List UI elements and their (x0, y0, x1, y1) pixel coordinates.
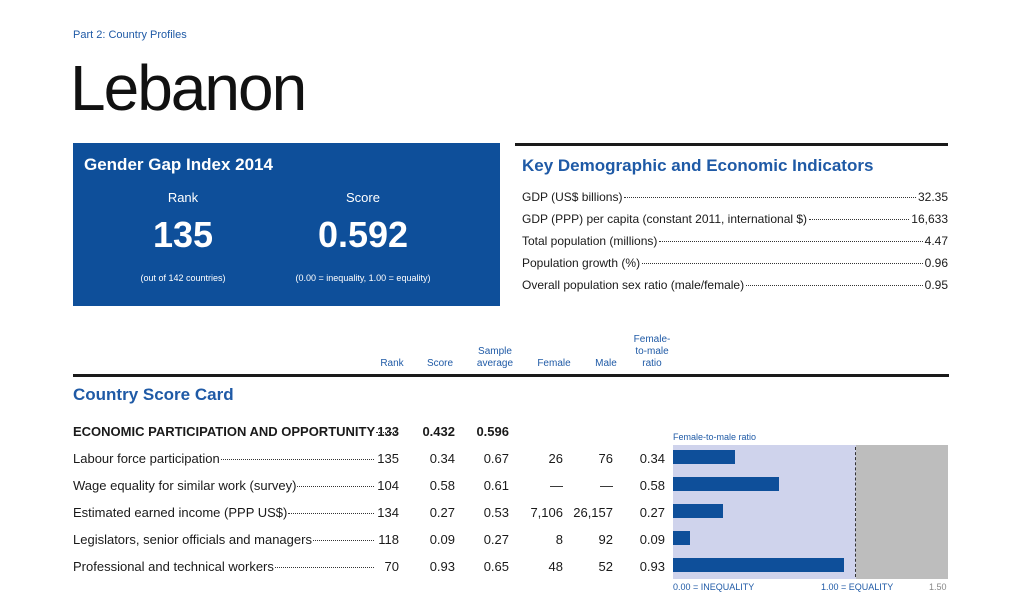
indicator-value: 4.47 (924, 234, 948, 248)
row-ratio: 0.34 (639, 451, 665, 466)
row-sample-average: 0.61 (483, 478, 509, 493)
rank-label: Rank (167, 190, 199, 205)
gender-gap-index-title: Gender Gap Index 2014 (84, 155, 273, 174)
rank-value: 135 (152, 214, 214, 255)
indicator-value: 32.35 (917, 190, 948, 204)
row-label: Estimated earned income (PPP US$) (73, 505, 288, 520)
ratio-bar (673, 450, 736, 464)
ratio-bar (673, 558, 844, 572)
key-indicators-title: Key Demographic and Economic Indicators (522, 156, 874, 175)
indicator-label: Overall population sex ratio (male/femal… (522, 278, 745, 292)
row-label: Wage equality for similar work (survey) (73, 478, 297, 493)
ratio-bar (673, 531, 690, 545)
ratio-chart (673, 445, 948, 579)
score-value: 0.592 (317, 214, 409, 255)
column-header-ratio-line1: Female- (633, 334, 671, 345)
column-header-rank: Rank (380, 358, 404, 369)
row-rank: 70 (384, 559, 399, 574)
key-indicators-panel: Key Demographic and Economic Indicators … (515, 143, 948, 300)
column-header-ratio: Female- to-male ratio (628, 335, 676, 369)
indicator-label: Population growth (%) (522, 256, 641, 270)
row-sample-average: 0.67 (483, 451, 509, 466)
indicator-label: Total population (millions) (522, 234, 658, 248)
axis-max-label: 1.50 (929, 582, 947, 592)
column-header-female: Female (537, 358, 571, 369)
ratio-bar (673, 477, 780, 491)
row-label: Professional and technical workers (73, 559, 274, 574)
row-male: 26,157 (573, 505, 613, 520)
row-female: — (550, 478, 563, 493)
row-male: 92 (598, 532, 613, 547)
indicator-row: GDP (US$ billions) 32.35 (522, 190, 948, 212)
row-label: Labour force participation (73, 451, 220, 466)
row-score: 0.58 (429, 478, 455, 493)
row-sample-average: 0.27 (483, 532, 509, 547)
row-sample-average: 0.53 (483, 505, 509, 520)
row-ratio: 0.09 (639, 532, 665, 547)
indicator-value: 0.96 (924, 256, 948, 270)
row-rank: 104 (377, 478, 399, 493)
score-label: Score (346, 190, 380, 205)
score-card-title: Country Score Card (73, 385, 234, 404)
row-score: 0.27 (429, 505, 455, 520)
row-score: 0.09 (429, 532, 455, 547)
column-header-sample-average: Sample average (468, 347, 522, 369)
column-header-sample-line: Sample (478, 346, 512, 357)
column-header-ratio-line3: ratio (642, 358, 662, 369)
chart-title: Female-to-male ratio (673, 432, 757, 442)
score-note: (0.00 = inequality, 1.00 = equality) (295, 273, 431, 283)
chart-above-equality-zone (856, 445, 948, 579)
column-header-average-line: average (476, 358, 514, 369)
row-label: Legislators, senior officials and manage… (73, 532, 312, 547)
category-rank: 133 (377, 424, 399, 439)
row-rank: 118 (378, 532, 399, 547)
indicator-label: GDP (PPP) per capita (constant 2011, int… (522, 212, 808, 226)
row-score: 0.93 (429, 559, 455, 574)
row-rank: 134 (377, 505, 399, 520)
row-male: 52 (598, 559, 613, 574)
row-male: 76 (598, 451, 613, 466)
part-label: Part 2: Country Profiles (73, 29, 187, 41)
country-title: Lebanon (70, 52, 307, 124)
row-ratio: 0.27 (639, 505, 665, 520)
row-female: 7,106 (530, 505, 563, 520)
gender-gap-index-box: Gender Gap Index 2014 Rank 135 (out of 1… (73, 143, 500, 306)
row-female: 48 (548, 559, 563, 574)
row-male: — (600, 478, 613, 493)
row-female: 8 (555, 532, 563, 547)
row-sample-average: 0.65 (483, 559, 509, 574)
indicator-row: Overall population sex ratio (male/femal… (522, 278, 948, 300)
rank-note: (out of 142 countries) (140, 273, 226, 283)
indicator-value: 16,633 (911, 212, 948, 226)
equality-line (855, 447, 857, 577)
row-score: 0.34 (429, 451, 455, 466)
row-ratio: 0.58 (639, 478, 665, 493)
score-block: Score 0.592 (0.00 = inequality, 1.00 = e… (263, 190, 463, 283)
column-header-score: Score (426, 358, 454, 369)
column-header-ratio-line2: to-male (635, 346, 669, 357)
row-rank: 135 (377, 451, 399, 466)
category-label: ECONOMIC PARTICIPATION AND OPPORTUNITY (73, 424, 376, 439)
column-header-male: Male (595, 358, 617, 369)
indicator-value: 0.95 (924, 278, 948, 292)
axis-min-label: 0.00 = INEQUALITY (673, 582, 755, 592)
score-card-divider (73, 374, 949, 377)
rank-block: Rank 135 (out of 142 countries) (83, 190, 283, 283)
category-score: 0.432 (422, 424, 455, 439)
ratio-bar (673, 504, 723, 518)
indicator-label: GDP (US$ billions) (522, 190, 623, 204)
row-ratio: 0.93 (639, 559, 665, 574)
axis-equality-label: 1.00 = EQUALITY (821, 582, 894, 592)
indicator-row: GDP (PPP) per capita (constant 2011, int… (522, 212, 948, 234)
category-sample-average: 0.596 (476, 424, 509, 439)
row-female: 26 (548, 451, 563, 466)
indicator-row: Total population (millions) 4.47 (522, 234, 948, 256)
indicator-row: Population growth (%) 0.96 (522, 256, 948, 278)
